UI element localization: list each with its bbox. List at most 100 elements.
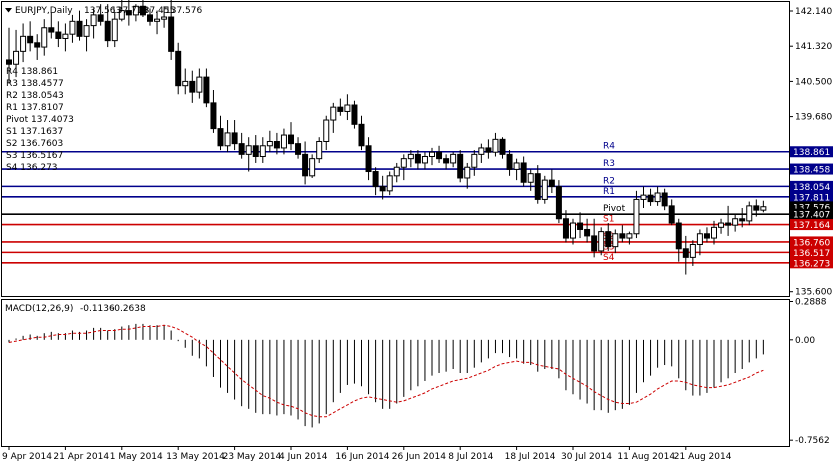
candle-body xyxy=(111,18,118,42)
candle-body xyxy=(203,76,210,104)
candle-body xyxy=(746,205,753,222)
candle-body xyxy=(520,162,527,183)
candle-body xyxy=(668,205,675,224)
candle-body xyxy=(499,138,506,155)
price-tag xyxy=(790,191,833,203)
price-tag xyxy=(790,219,833,231)
price-tag xyxy=(790,180,833,192)
candle-body xyxy=(548,179,555,188)
candle-body xyxy=(330,106,337,121)
pivot-readout: R4 138.861 R3 138.4577 R2 138.0543 R1 13… xyxy=(6,67,74,173)
macd-signal-path xyxy=(8,324,764,418)
price-panel-frame[interactable] xyxy=(1,1,790,297)
candle-body xyxy=(584,228,591,237)
candle-body xyxy=(351,104,358,125)
price-tick-label: 135.600 xyxy=(795,288,832,298)
candle-body xyxy=(485,147,492,153)
candle-body xyxy=(189,80,196,93)
candle-body xyxy=(393,166,400,177)
candle-body xyxy=(132,5,139,16)
time-tick-label: 16 Jun 2014 xyxy=(335,452,389,462)
candle-body xyxy=(238,143,245,155)
candle-body xyxy=(527,173,534,183)
candle-body xyxy=(400,158,407,168)
candle-body xyxy=(34,42,41,48)
time-tick-label: 30 Jul 2014 xyxy=(561,452,612,462)
readout-s2: S2 136.7603 xyxy=(6,139,63,149)
candle-body xyxy=(605,231,612,248)
price-tag xyxy=(790,236,833,248)
macd-panel-frame[interactable] xyxy=(1,299,790,447)
price-tick-label: 142.140 xyxy=(795,7,832,17)
time-tick-label: 8 Jul 2014 xyxy=(448,452,493,462)
price-tag xyxy=(790,163,833,175)
candle-body xyxy=(647,194,654,203)
candle-body xyxy=(541,179,548,200)
macd-tick-label: -0.7562 xyxy=(795,436,830,446)
candle-body xyxy=(718,222,725,228)
ohlc-close: 137.576 xyxy=(165,6,202,16)
candle-body xyxy=(612,233,619,248)
candle-body xyxy=(696,233,703,245)
candle-body xyxy=(478,147,485,155)
candle-body xyxy=(288,134,294,145)
pivot-line-label-r1: R1 xyxy=(603,187,615,197)
candle-body xyxy=(316,140,323,160)
candle-body xyxy=(196,76,203,93)
macd-title: MACD(12,26,9) xyxy=(5,304,73,314)
candle-body xyxy=(27,35,34,44)
candle-body xyxy=(689,243,696,258)
candle-body xyxy=(386,175,393,192)
collapse-triangle-icon[interactable] xyxy=(5,8,12,13)
pivot-line-label-s4: S4 xyxy=(603,253,615,263)
candle-body xyxy=(266,140,273,147)
candle-body xyxy=(365,145,372,173)
price-tag xyxy=(790,201,833,213)
price-tick-label: 140.500 xyxy=(795,77,832,87)
candle-body xyxy=(20,35,27,52)
candle-body xyxy=(414,153,421,164)
candle-body xyxy=(513,162,520,170)
candle-body xyxy=(69,20,76,35)
macd-histogram xyxy=(8,323,764,428)
readout-pivot: Pivot 137.4073 xyxy=(6,115,74,125)
candle-body xyxy=(725,222,732,226)
candle-body xyxy=(41,27,48,48)
time-tick-label: 26 Jun 2014 xyxy=(392,452,446,462)
candle-body xyxy=(619,233,626,239)
price-tag xyxy=(790,208,833,220)
price-tick-label: 141.320 xyxy=(795,42,832,52)
macd-tick-label: 0.00 xyxy=(795,336,815,346)
macd-scale[interactable]: 0.2888 0.00 -0.7562 xyxy=(789,297,830,446)
candle-body xyxy=(104,20,111,42)
candle-body xyxy=(139,5,146,16)
candle-body xyxy=(675,222,682,250)
candle-body xyxy=(154,18,161,22)
time-tick-label: 1 May 2014 xyxy=(110,452,163,462)
candle-body xyxy=(443,158,450,164)
macd-signal-line xyxy=(8,324,764,418)
price-scale[interactable]: 142.140 141.320 140.500 139.680 135.600 xyxy=(789,7,832,298)
candle-body xyxy=(753,205,760,211)
price-tag-label: 137.576 xyxy=(793,203,830,213)
candle-body xyxy=(337,106,344,112)
candle-body xyxy=(492,138,499,153)
candlesticks xyxy=(6,0,767,275)
readout-s3: S3 136.5167 xyxy=(6,151,63,161)
candle-body xyxy=(555,186,562,220)
candle-body xyxy=(640,194,647,200)
time-tick-label: 4 Jun 2014 xyxy=(279,452,328,462)
time-tick-label: 23 May 2014 xyxy=(223,452,282,462)
ohlc-open: 137.563 xyxy=(84,6,121,16)
pivot-line-label-s1: S1 xyxy=(603,215,614,225)
candle-body xyxy=(506,153,513,170)
candle-body xyxy=(168,16,175,52)
candle-body xyxy=(273,140,280,149)
time-scale[interactable]: 9 Apr 2014 21 Apr 2014 1 May 2014 13 May 20… xyxy=(2,446,732,462)
ohlc-high: 137.719 xyxy=(111,6,148,16)
candle-body xyxy=(147,14,153,22)
candle-body xyxy=(358,123,365,147)
price-tag-label: 138.458 xyxy=(793,166,830,176)
readout-r1: R1 137.8107 xyxy=(6,103,64,113)
